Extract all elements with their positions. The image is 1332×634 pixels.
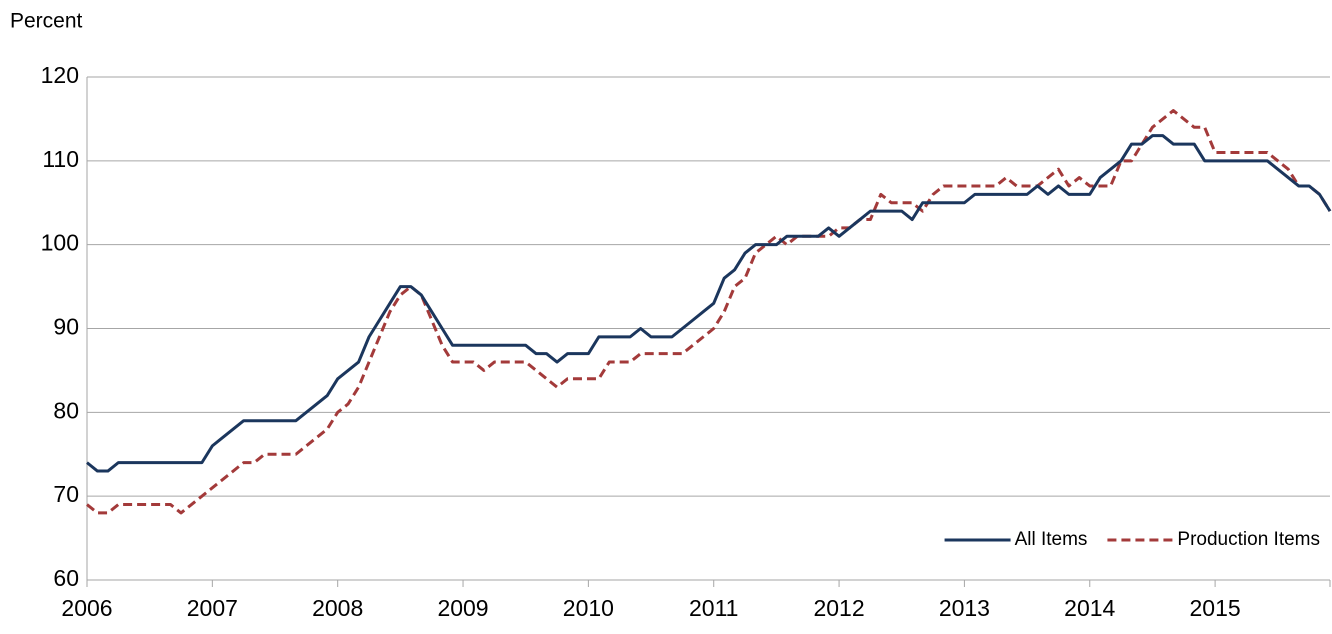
x-tick-label: 2015 bbox=[1190, 595, 1241, 621]
x-tick-label: 2011 bbox=[689, 595, 738, 621]
y-axis-label: Percent bbox=[10, 10, 83, 33]
line-series bbox=[86, 109, 1332, 515]
y-tick-label: 90 bbox=[53, 314, 79, 340]
y-tick-label: 80 bbox=[53, 397, 79, 423]
legend-label: All Items bbox=[1015, 529, 1088, 550]
x-tick-label: 2009 bbox=[437, 595, 488, 621]
x-tick-label: 2008 bbox=[312, 595, 363, 621]
legend-label: Production Items bbox=[1177, 529, 1320, 550]
y-tick-label: 100 bbox=[41, 230, 79, 256]
x-tick-label: 2012 bbox=[813, 595, 864, 621]
line-series bbox=[86, 134, 1332, 473]
x-tick-label: 2006 bbox=[61, 595, 112, 621]
x-tick-label: 2014 bbox=[1064, 595, 1115, 621]
x-tick-label: 2010 bbox=[563, 595, 614, 621]
y-tick-label: 70 bbox=[53, 481, 79, 507]
x-tick-label: 2013 bbox=[939, 595, 990, 621]
y-tick-label: 120 bbox=[41, 62, 79, 88]
y-tick-label: 110 bbox=[42, 146, 79, 172]
x-tick-label: 2007 bbox=[187, 595, 238, 621]
y-tick-label: 60 bbox=[53, 565, 79, 591]
